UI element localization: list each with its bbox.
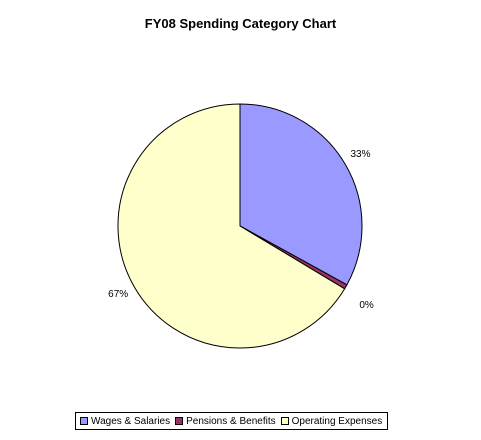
legend-swatch-wages (80, 417, 88, 425)
slice-label-wages: 33% (350, 149, 371, 161)
slice-label-operating: 67% (108, 289, 129, 301)
legend-item-pensions: Pensions & Benefits (175, 416, 276, 427)
slice-operating (117, 103, 346, 349)
legend-label-wages: Wages & Salaries (91, 415, 171, 427)
legend-swatch-operating (280, 417, 289, 425)
legend-swatch-pensions (175, 417, 184, 425)
chart-title: FY08 Spending Category Chart (144, 16, 337, 31)
slice-wages (239, 103, 363, 286)
legend-label-pensions: Pensions & Benefits (186, 415, 276, 427)
legend-item-operating: Operating Expenses (280, 415, 383, 427)
slice-label-pensions: 0% (359, 299, 374, 311)
legend: Wages & Salaries Pensions & Benefits Ope… (75, 412, 389, 430)
legend-label-operating: Operating Expenses (291, 415, 383, 427)
legend-item-wages: Wages & Salaries (80, 416, 170, 427)
